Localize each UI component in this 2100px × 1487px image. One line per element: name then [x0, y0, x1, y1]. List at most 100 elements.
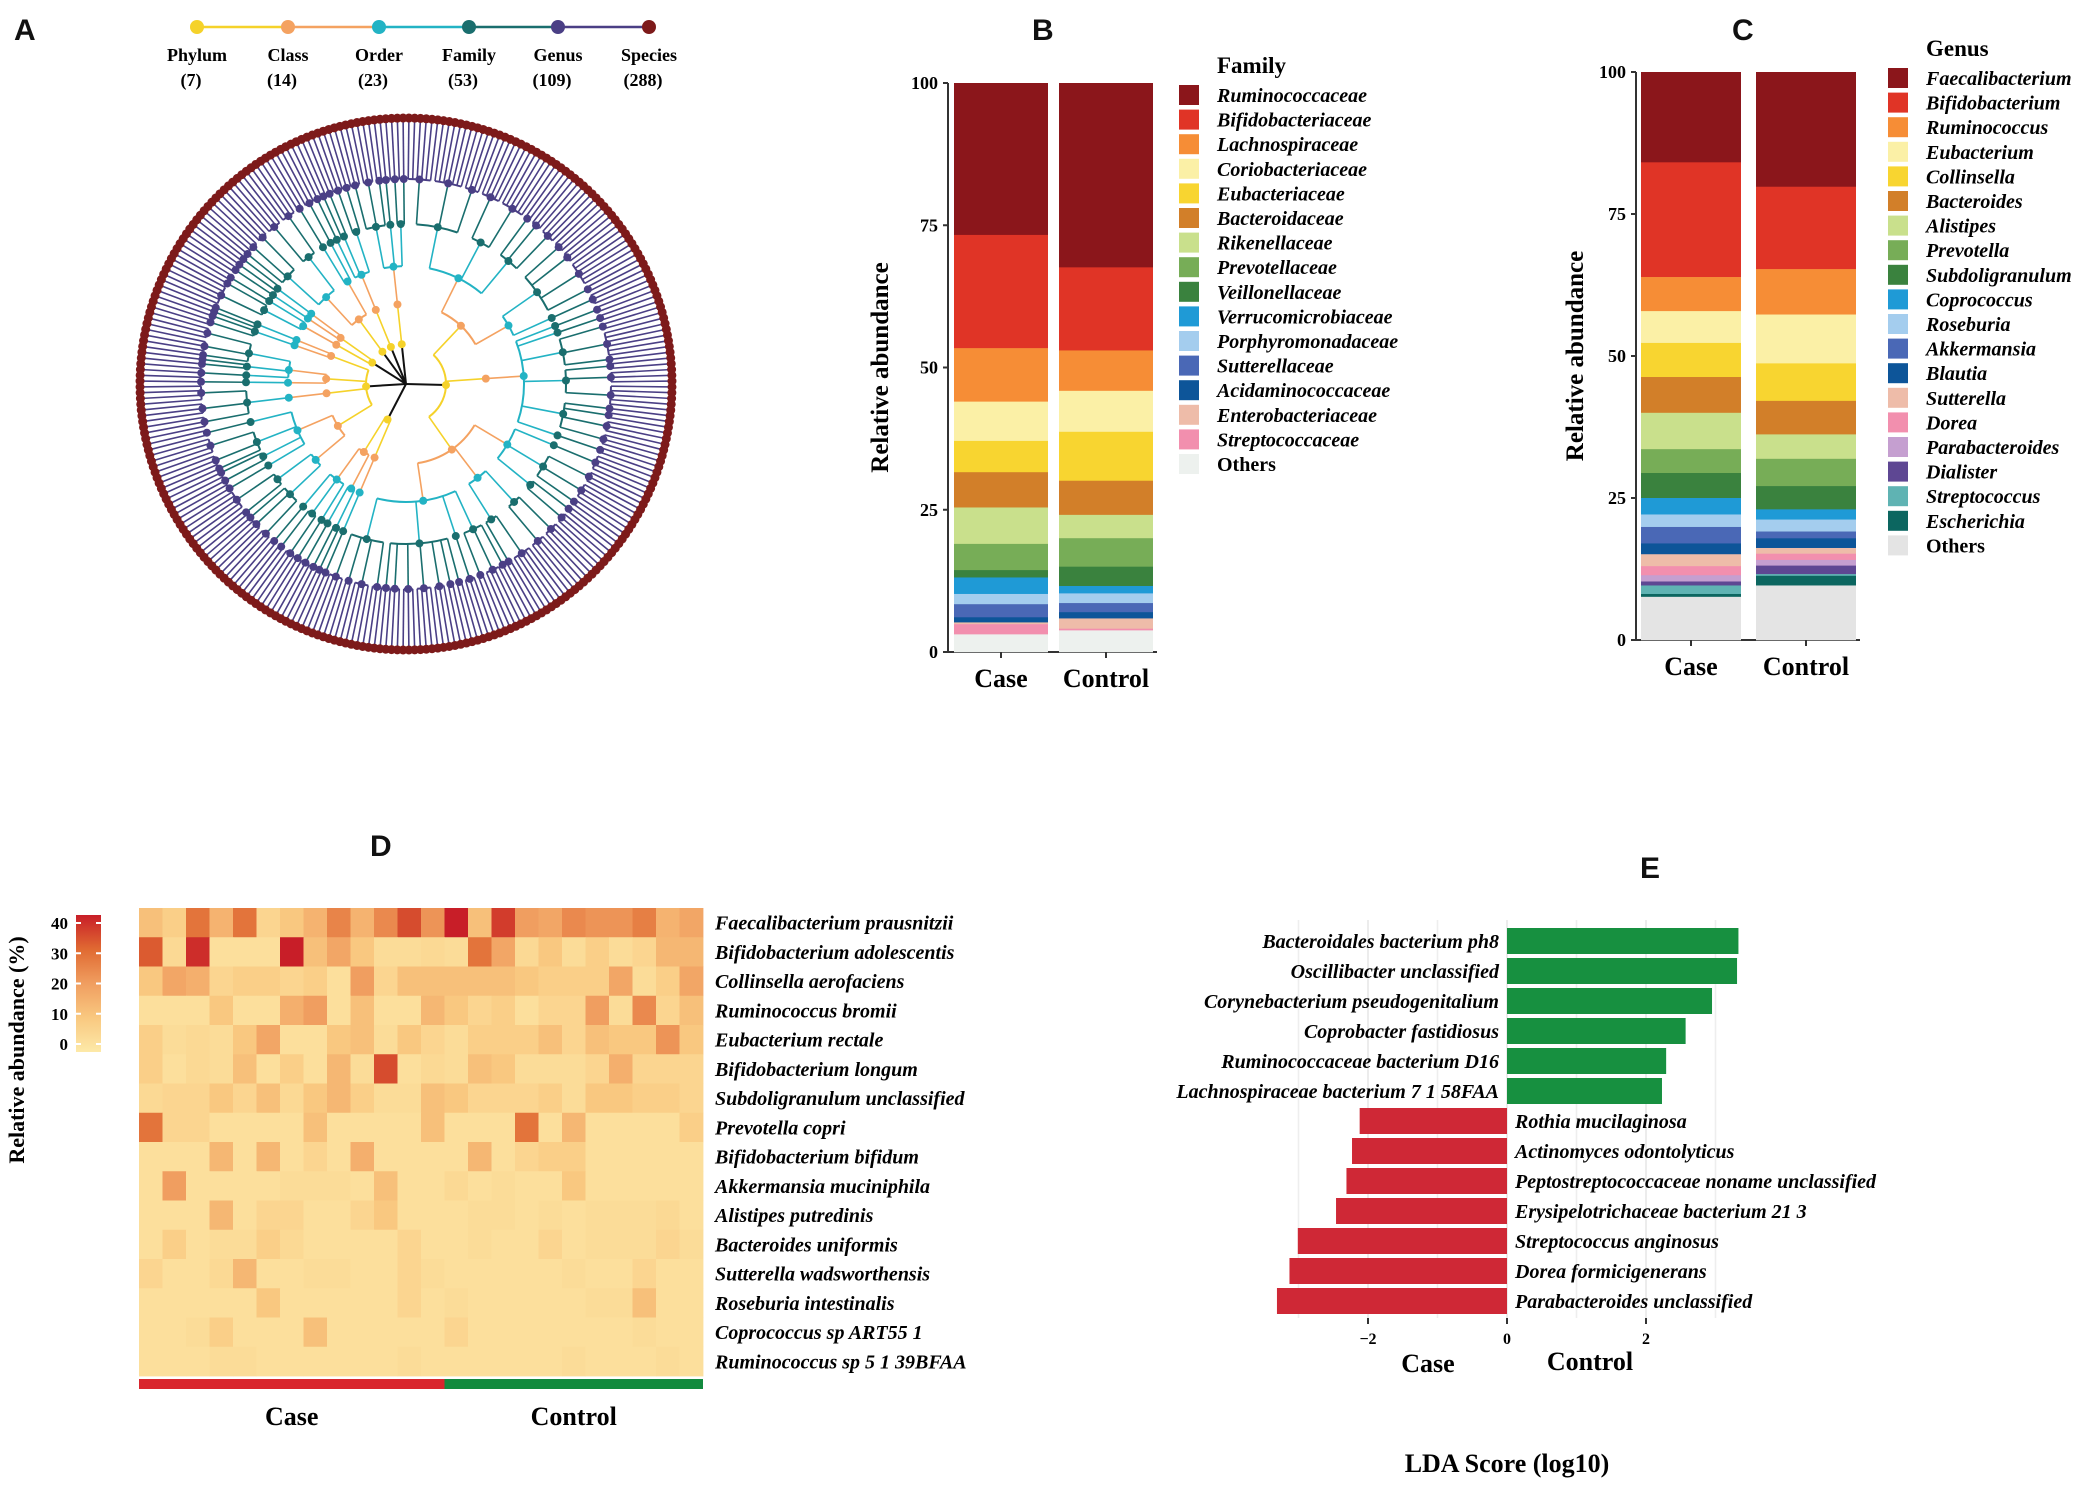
- heatmap-cell: [209, 1200, 234, 1231]
- tree-node-family: [352, 227, 361, 236]
- heatmap-cell: [562, 1054, 586, 1084]
- tree-branch: [577, 237, 630, 273]
- group-label-case: Case: [1401, 1349, 1454, 1378]
- heatmap-cell: [679, 1171, 704, 1201]
- heatmap-cell: [280, 1171, 304, 1201]
- legend-level-name: Species: [621, 45, 677, 65]
- tree-branch: [232, 181, 274, 229]
- tree-branch: [608, 339, 669, 352]
- heatmap-cell: [679, 1288, 704, 1318]
- tree-branch: [328, 129, 348, 189]
- tree-node-family: [469, 525, 478, 534]
- tree-branch: [562, 343, 608, 354]
- tree-branch: [223, 189, 267, 235]
- heatmap-cell: [350, 1317, 375, 1348]
- tree-branch: [516, 235, 549, 269]
- tree-node-family: [558, 348, 567, 357]
- tree-branch: [579, 242, 633, 277]
- heatmap-cell: [303, 908, 328, 938]
- tree-node-genus: [270, 222, 279, 231]
- tree-branch: [211, 201, 257, 245]
- tree-node-order: [307, 309, 316, 318]
- y-tick-label: 75: [1608, 204, 1626, 224]
- tree-branch: [597, 455, 656, 479]
- heatmap-cell: [515, 1346, 539, 1377]
- tree-branch: [592, 273, 649, 301]
- tree-branch: [505, 151, 538, 206]
- tree-branch: [538, 181, 580, 229]
- tree-node-genus: [488, 565, 497, 574]
- bar-segment-bifidobacteriaceae: [1059, 267, 1153, 351]
- tree-node-class: [333, 421, 342, 430]
- tree-node-order: [389, 262, 398, 271]
- heatmap-cell: [139, 1112, 163, 1143]
- tree-branch: [441, 495, 457, 537]
- tree-branch: [345, 187, 361, 232]
- tree-branch: [609, 403, 671, 411]
- tree-node-order: [322, 293, 331, 302]
- heatmap-cell: [350, 1083, 375, 1114]
- tree-branch: [294, 344, 331, 359]
- tree-node-genus: [523, 214, 532, 223]
- tree-branch: [531, 174, 571, 224]
- tree-branch: [419, 543, 425, 589]
- lda-bar: [1289, 1258, 1507, 1284]
- heatmap-cell: [233, 1142, 257, 1172]
- tree-branch: [255, 552, 291, 604]
- root-link: [371, 361, 407, 385]
- heatmap-cell: [491, 966, 516, 997]
- lda-bar-label: Coprobacter fastidiosus: [1304, 1021, 1499, 1043]
- heatmap-cell: [491, 1200, 516, 1231]
- heatmap-cell: [186, 1171, 210, 1201]
- tree-node-phylum: [386, 342, 395, 351]
- tree-branch: [202, 354, 248, 363]
- tree-branch: [416, 118, 422, 180]
- y-tick-label: 75: [920, 215, 938, 235]
- tree-branch: [229, 464, 269, 490]
- lda-bar: [1507, 1048, 1667, 1074]
- heatmap-cell: [397, 1259, 422, 1289]
- tree-node-genus: [277, 542, 286, 551]
- tree-node-genus: [563, 253, 572, 262]
- heatmap-cell: [444, 1259, 469, 1289]
- tree-node-genus: [593, 305, 602, 314]
- heatmap-cell: [139, 1142, 163, 1172]
- tree-branch: [468, 483, 492, 520]
- bar-segment-coriobacteriaceae: [1059, 390, 1153, 433]
- tree-branch: [192, 223, 243, 262]
- heatmap-cell: [280, 1083, 304, 1114]
- heatmap-cell: [327, 1054, 351, 1084]
- heatmap-cell: [421, 995, 445, 1026]
- tree-node-genus: [221, 476, 230, 485]
- tree-branch: [210, 321, 254, 337]
- heatmap-cell: [162, 908, 187, 938]
- tree-branch: [390, 118, 396, 180]
- tree-branch: [528, 170, 567, 221]
- heatmap-cell: [468, 1054, 492, 1084]
- legend-swatch: [1179, 85, 1199, 105]
- tree-branch: [236, 473, 275, 501]
- heatmap-cell: [679, 1054, 704, 1084]
- heatmap-cell: [350, 1171, 375, 1201]
- legend-item: Acidaminococcaceae: [1215, 380, 1390, 402]
- bar-segment-bacteroides: [1641, 377, 1741, 414]
- tree-branch: [274, 562, 307, 617]
- heatmap-cell: [515, 995, 539, 1026]
- legend-dot-genus: [551, 20, 565, 34]
- heatmap-cell: [562, 966, 586, 997]
- tree-branch: [463, 532, 482, 576]
- heatmap-cell: [562, 1229, 586, 1260]
- heatmap-cell: [162, 937, 187, 967]
- panel-label-c: C: [1732, 14, 1754, 47]
- tree-node-genus: [252, 520, 261, 529]
- heatmap-cell: [280, 1259, 304, 1289]
- colorbar-tick-label: 20: [51, 975, 68, 994]
- tree-node-genus: [342, 183, 351, 192]
- tree-node-family: [259, 452, 268, 461]
- tree-branch: [289, 515, 317, 554]
- tree-branch: [322, 578, 343, 638]
- heatmap-cell: [632, 1288, 657, 1318]
- heatmap-cell: [562, 1317, 586, 1348]
- tree-branch: [428, 227, 439, 269]
- heatmap-cell: [397, 1288, 422, 1318]
